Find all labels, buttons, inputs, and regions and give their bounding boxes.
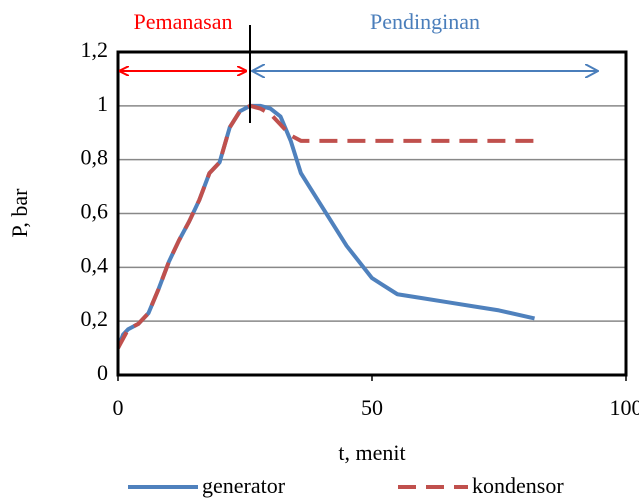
y-tick-label: 1 [97,91,108,116]
y-tick-label: 0,4 [81,252,109,277]
plot-lines [118,103,536,350]
y-tick-label: 0 [97,360,108,385]
y-tick-label: 0,6 [81,199,109,224]
y-tick-label: 0,8 [81,145,109,170]
legend-label: kondensor [472,473,564,498]
x-tick-label: 50 [361,395,383,420]
x-tick-label: 0 [113,395,124,420]
y-tick-label: 1,2 [81,37,109,62]
x-tick-label: 100 [610,395,639,420]
annotation: Pendinginan [370,9,480,34]
legend: generator kondensor [128,473,564,498]
plot-frame [116,50,628,377]
y-axis-label: P, bar [7,188,32,238]
y-tick-label: 0,2 [81,306,109,331]
x-axis-label: t, menit [338,440,405,465]
annotation: Pemanasan [134,9,233,34]
legend-label: generator [202,473,286,498]
series-line [118,103,535,350]
grid [117,51,627,381]
